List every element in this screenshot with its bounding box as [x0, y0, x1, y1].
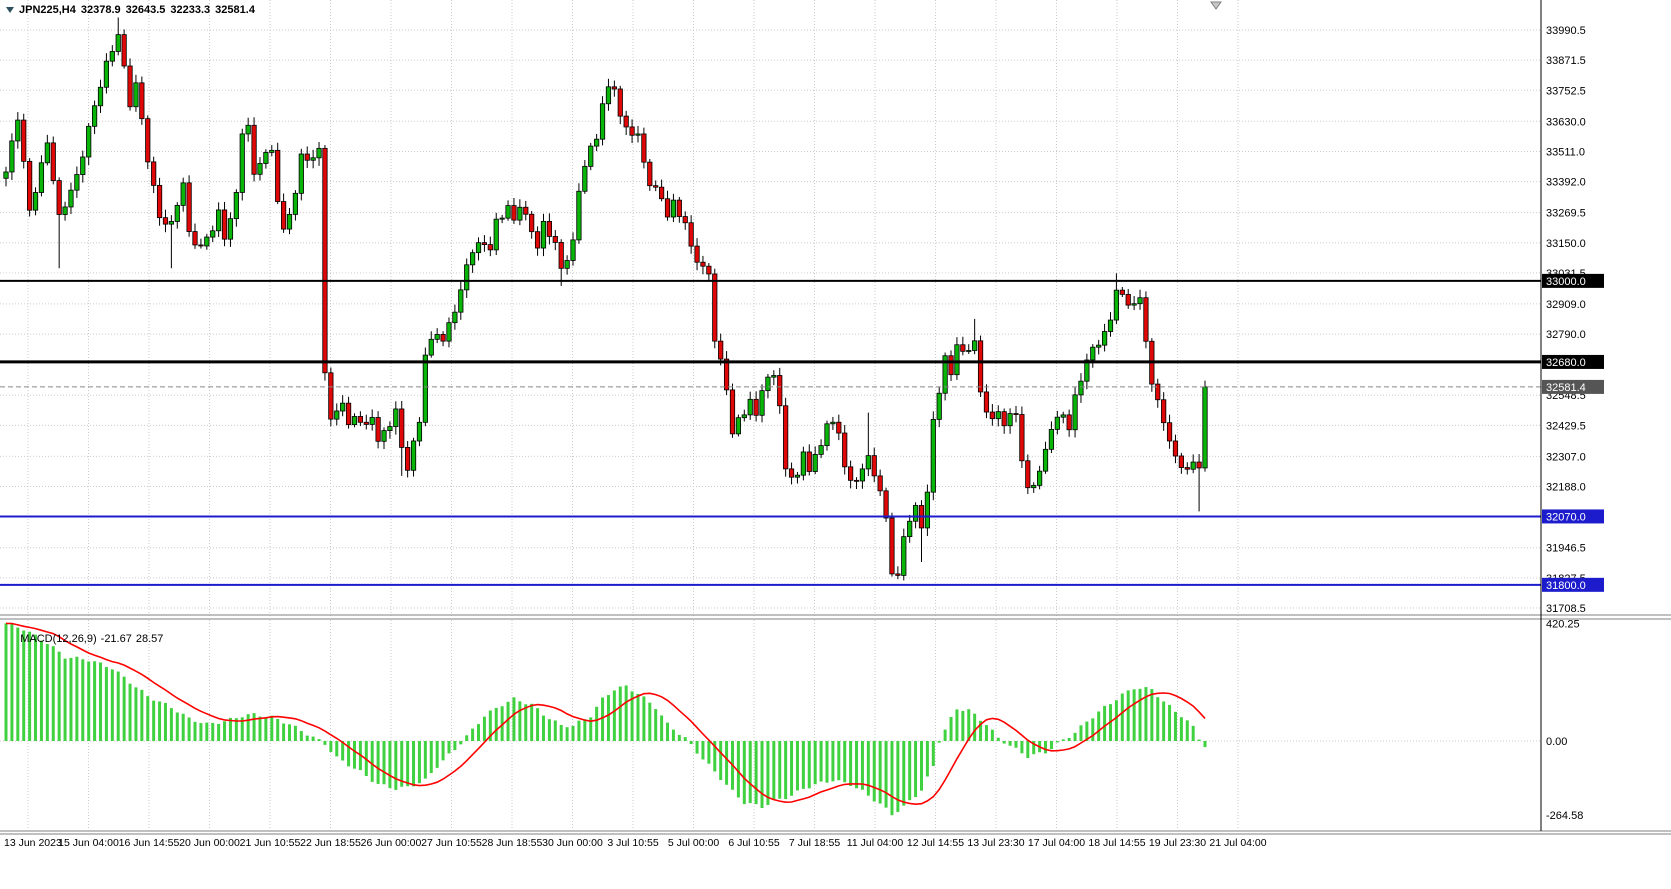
time-tick-label: 30 Jun 00:00	[542, 837, 603, 849]
time-tick-label: 5 Jul 00:00	[668, 837, 720, 849]
time-tick-label: 6 Jul 10:55	[728, 837, 780, 849]
level-price-label: 33000.0	[1546, 276, 1586, 288]
time-tick-label: 27 Jun 10:55	[421, 837, 482, 849]
time-tick-label: 16 Jun 14:55	[119, 837, 180, 849]
level-price-label: 32680.0	[1546, 357, 1586, 369]
time-tick-label: 11 Jul 04:00	[847, 837, 904, 849]
price-tick-label: 33630.0	[1546, 116, 1586, 128]
bar-open-value: 32378.9	[80, 4, 121, 16]
chart-shift-marker-icon[interactable]	[1210, 1, 1222, 10]
time-tick-label: 12 Jul 14:55	[907, 837, 964, 849]
quick-trade-arrow-icon[interactable]	[6, 7, 14, 13]
symbol-name: JPN225,H4	[19, 4, 76, 16]
price-tick-label: 32909.0	[1546, 299, 1586, 311]
time-tick-label: 15 Jun 04:00	[58, 837, 119, 849]
price-tick-label: 33990.5	[1546, 25, 1586, 37]
time-tick-label: 18 Jul 14:55	[1088, 837, 1145, 849]
level-price-label-box	[1542, 509, 1604, 524]
price-tick-label: 33392.0	[1546, 177, 1586, 189]
price-tick-label: 32429.5	[1546, 420, 1586, 432]
price-tick-label: 33752.5	[1546, 85, 1586, 97]
panel-frame[interactable]	[0, 0, 1671, 835]
level-price-label-box	[1542, 577, 1604, 592]
macd-panel	[4, 622, 1207, 816]
time-tick-label: 13 Jul 23:30	[967, 837, 1024, 849]
macd-scale-label: 0.00	[1546, 736, 1567, 748]
level-price-label-box	[1542, 354, 1604, 369]
bar-low-value: 32233.3	[170, 4, 211, 16]
symbol-ohlc-label: JPN225,H4 32378.9 32643.5 32233.3 32581.…	[6, 4, 255, 16]
level-price-label: 31800.0	[1546, 580, 1586, 592]
time-tick-label: 28 Jun 18:55	[482, 837, 543, 849]
time-tick-label: 17 Jul 04:00	[1028, 837, 1085, 849]
time-tick-label: 19 Jul 23:30	[1149, 837, 1206, 849]
time-tick-label: 26 Jun 00:00	[361, 837, 422, 849]
time-tick-label: 20 Jun 00:00	[179, 837, 240, 849]
current-price-label: 32581.4	[1546, 382, 1586, 394]
level-price-label: 32070.0	[1546, 511, 1586, 523]
price-tick-label: 32307.0	[1546, 451, 1586, 463]
candlesticks	[3, 17, 1208, 581]
macd-value: -21.67	[100, 633, 132, 645]
time-tick-label: 7 Jul 18:55	[789, 837, 841, 849]
price-tick-label: 31708.5	[1546, 603, 1586, 615]
grid-lines	[0, 0, 1541, 830]
price-tick-label: 33269.5	[1546, 208, 1586, 220]
horizontal-level-lines[interactable]	[0, 279, 1541, 586]
time-tick-label: 21 Jul 04:00	[1209, 837, 1266, 849]
time-tick-label: 13 Jun 2023	[4, 837, 62, 849]
price-tick-label: 32188.0	[1546, 482, 1586, 494]
price-axis[interactable]: 33990.5 33871.5 33752.5 33630.0 33511.0 33392…	[1542, 25, 1604, 822]
macd-indicator-label: MACD(12,26,9) -21.67 28.57	[8, 621, 167, 657]
time-tick-label: 21 Jun 10:55	[240, 837, 301, 849]
price-tick-label: 31946.5	[1546, 543, 1586, 555]
bar-close-value: 32581.4	[215, 4, 255, 16]
current-price-label-box	[1542, 379, 1604, 394]
macd-scale-label: -264.58	[1546, 810, 1583, 822]
macd-signal-value: 28.57	[135, 633, 164, 645]
macd-name: MACD(12,26,9)	[20, 633, 97, 645]
price-tick-label: 33150.0	[1546, 238, 1586, 250]
macd-scale-label: 420.25	[1546, 618, 1580, 630]
time-tick-label: 3 Jul 10:55	[607, 837, 659, 849]
price-tick-label: 33871.5	[1546, 55, 1586, 67]
level-price-label-box	[1542, 273, 1604, 288]
price-tick-label: 33511.0	[1546, 146, 1585, 158]
price-tick-label: 32790.0	[1546, 329, 1586, 341]
bar-high-value: 32643.5	[125, 4, 166, 16]
time-tick-label: 22 Jun 18:55	[300, 837, 361, 849]
